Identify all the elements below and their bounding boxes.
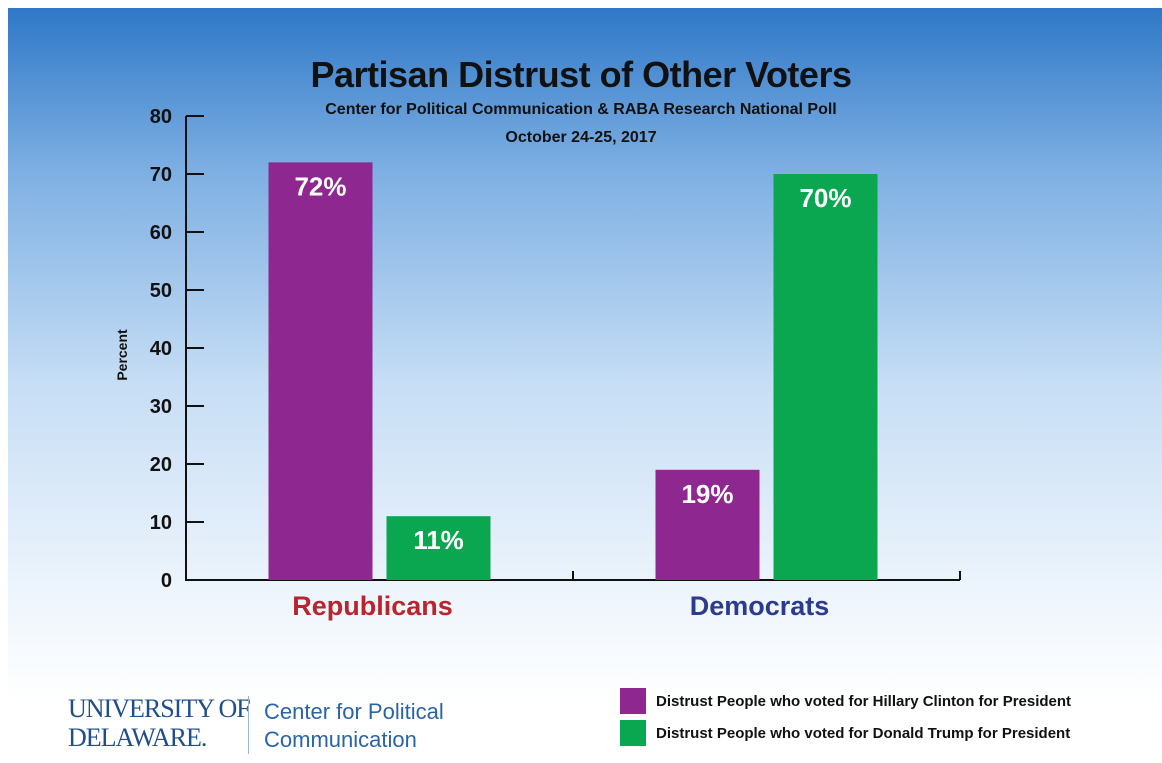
bar-democrats-series-0 (655, 469, 760, 580)
chart-title: Partisan Distrust of Other Voters (310, 54, 852, 95)
chart-subtitle: Center for Political Communication & RAB… (325, 101, 837, 118)
logo-university-text: UNIVERSITY OF (68, 694, 251, 723)
category-label-republicans: Republicans (292, 591, 453, 621)
logo-center-text: Center for Political Communication (264, 698, 444, 754)
bar-value-label: 70% (799, 183, 851, 213)
bar-value-label: 19% (681, 479, 733, 509)
bar-democrats-series-1 (773, 174, 878, 580)
university-logo: UNIVERSITY OF DELAWARE. Center for Polit… (68, 690, 488, 758)
y-tick-label: 80 (150, 106, 172, 128)
bar-republicans-series-0 (268, 162, 373, 580)
y-tick-label: 0 (161, 570, 172, 592)
bar-value-label: 72% (294, 171, 346, 201)
y-tick-label: 40 (150, 338, 172, 360)
y-tick-label: 60 (150, 222, 172, 244)
y-tick-label: 10 (150, 512, 172, 534)
logo-center-line2: Communication (264, 727, 417, 752)
legend-label-clinton: Distrust People who voted for Hillary Cl… (656, 693, 1072, 710)
bar-chart: 0 10 20 30 40 50 60 70 80 72% 11% 19% 70% Republica… (114, 106, 961, 621)
y-tick-label: 20 (150, 454, 172, 476)
chart-background (8, 8, 1162, 763)
bars: 72% 11% 19% 70% (268, 162, 878, 580)
legend-swatch-trump (620, 720, 646, 746)
logo-divider (248, 696, 249, 754)
y-tick-label: 50 (150, 280, 172, 302)
bar-republicans-series-1 (386, 516, 491, 580)
y-tick-label: 70 (150, 164, 172, 186)
y-axis-label: Percent (114, 329, 130, 381)
y-ticks: 0 10 20 30 40 50 60 70 80 (150, 106, 204, 592)
category-labels: Republicans Democrats (292, 591, 829, 621)
legend-label-trump: Distrust People who voted for Donald Tru… (656, 725, 1071, 742)
bar-value-label: 11% (413, 525, 464, 555)
y-tick-label: 30 (150, 396, 172, 418)
logo-center-line1: Center for Political (264, 699, 444, 724)
chart-date: October 24-25, 2017 (505, 129, 657, 146)
logo-delaware-text: DELAWARE. (68, 723, 207, 752)
legend-swatch-clinton (620, 688, 646, 714)
category-label-democrats: Democrats (690, 591, 830, 621)
